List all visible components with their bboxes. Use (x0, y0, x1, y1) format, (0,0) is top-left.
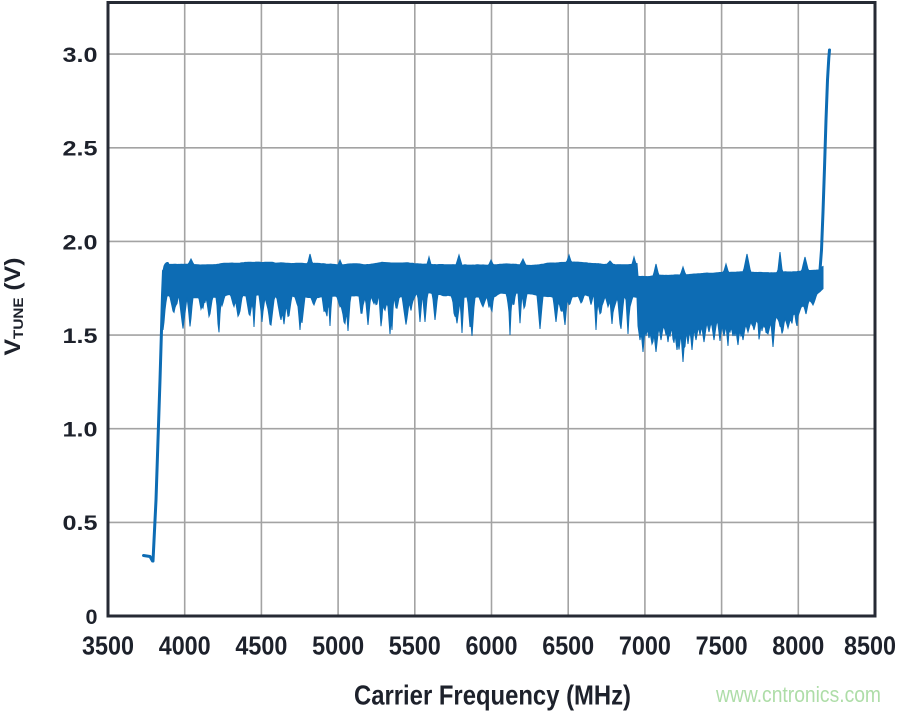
svg-text:4000: 4000 (159, 631, 211, 661)
svg-text:6500: 6500 (542, 631, 594, 661)
svg-text:www.cntronics.com: www.cntronics.com (715, 682, 881, 707)
svg-text:6000: 6000 (466, 631, 518, 661)
svg-text:2.5: 2.5 (63, 137, 98, 161)
svg-text:1.0: 1.0 (63, 418, 98, 442)
svg-text:8000: 8000 (772, 631, 824, 661)
svg-text:2.0: 2.0 (63, 230, 98, 254)
svg-text:Carrier Frequency (MHz): Carrier Frequency (MHz) (354, 680, 631, 711)
svg-text:3500: 3500 (82, 631, 134, 661)
svg-text:8500: 8500 (844, 631, 896, 661)
svg-text:VTUNE (V): VTUNE (V) (0, 258, 26, 356)
svg-text:7500: 7500 (696, 631, 748, 661)
svg-text:5000: 5000 (312, 631, 364, 661)
svg-text:0: 0 (86, 605, 98, 629)
svg-text:5500: 5500 (389, 631, 441, 661)
svg-text:1.5: 1.5 (63, 324, 98, 348)
svg-text:3.0: 3.0 (63, 43, 98, 67)
svg-text:7000: 7000 (619, 631, 671, 661)
svg-text:4500: 4500 (235, 631, 287, 661)
svg-text:0.5: 0.5 (63, 511, 98, 535)
